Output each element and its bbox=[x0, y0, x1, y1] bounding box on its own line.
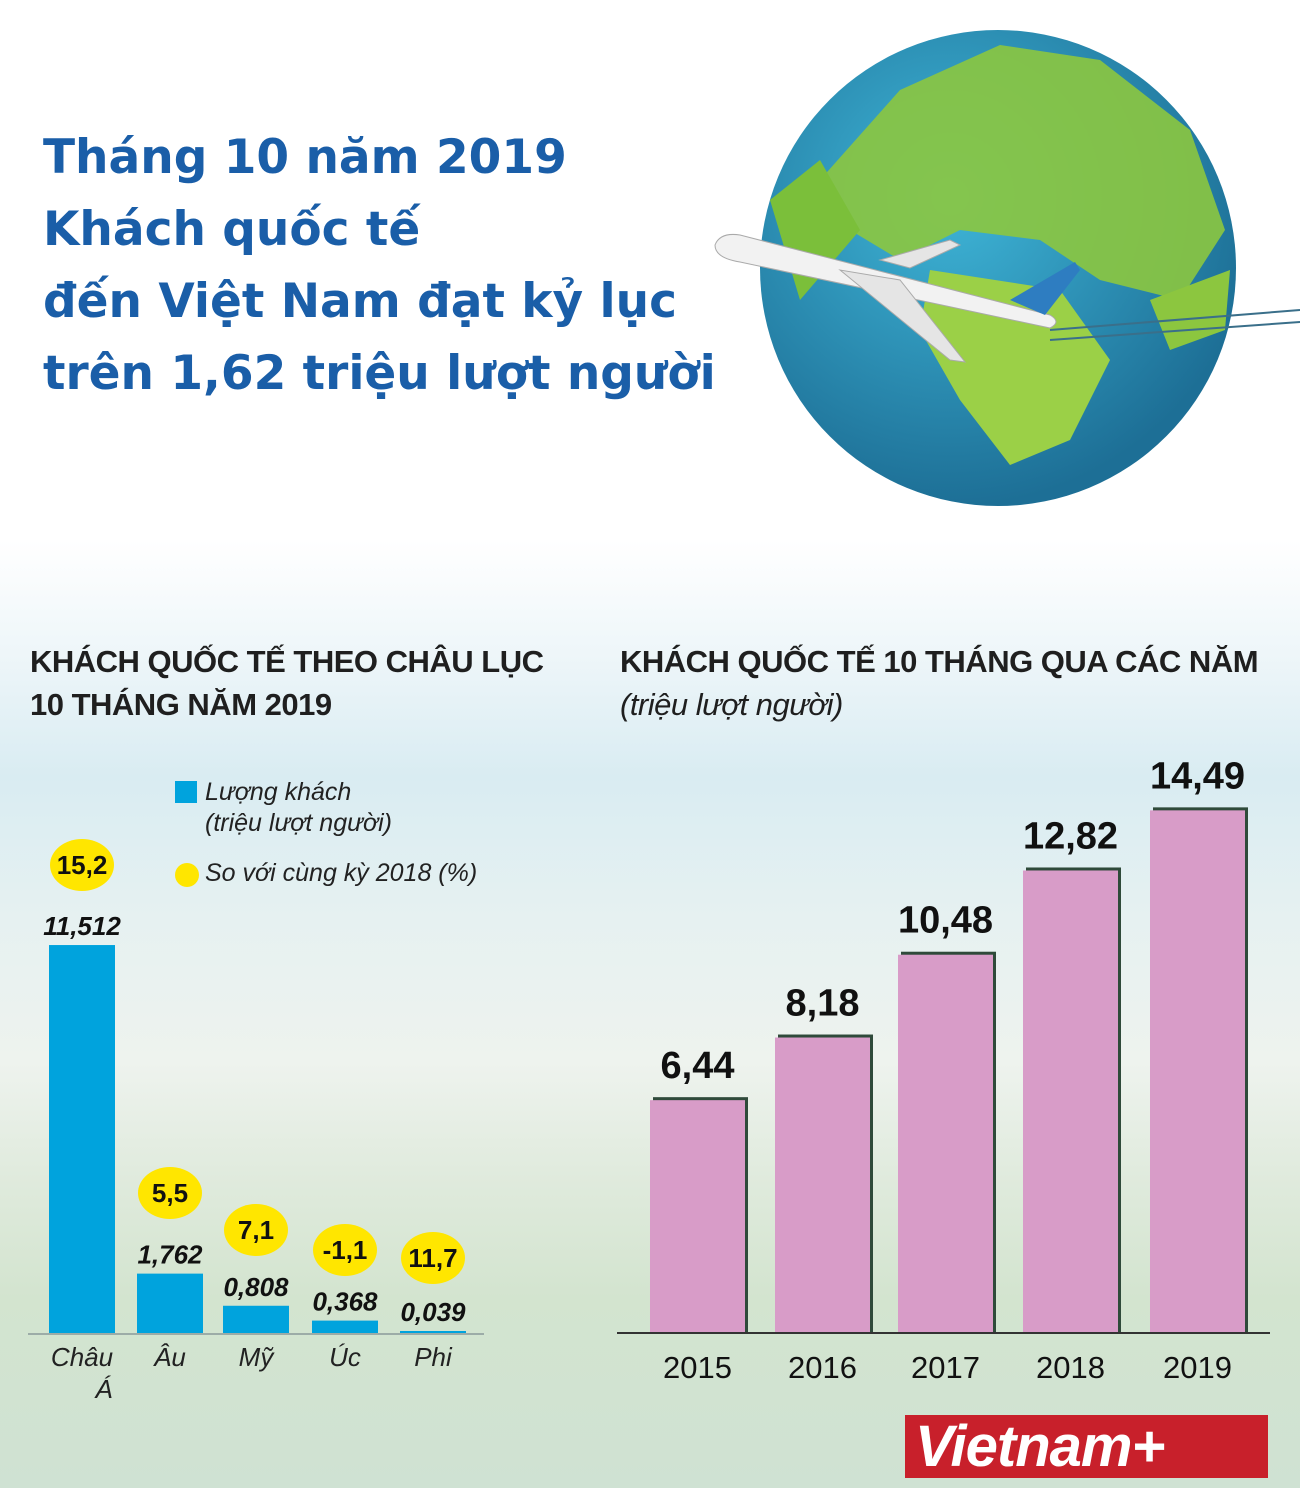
growth-badge bbox=[401, 1232, 465, 1284]
legend-swatch-bar bbox=[175, 781, 197, 803]
category-label: Châu bbox=[51, 1342, 113, 1372]
bar-0 bbox=[49, 945, 115, 1333]
growth-badge bbox=[313, 1224, 377, 1276]
bar-2 bbox=[223, 1305, 289, 1333]
left-chart-title: KHÁCH QUỐC TẾ THEO CHÂU LỤC 10 THÁNG NĂM… bbox=[30, 640, 544, 726]
bar-value-label: 12,82 bbox=[1023, 815, 1118, 857]
year-label: 2017 bbox=[911, 1350, 980, 1385]
growth-badge bbox=[224, 1204, 288, 1256]
growth-label: -1,1 bbox=[323, 1235, 368, 1265]
title-line: Tháng 10 năm 2019 bbox=[43, 130, 567, 185]
legend-line: (triệu lượt người) bbox=[205, 809, 392, 837]
year-label: 2015 bbox=[663, 1350, 732, 1385]
year-label: 2018 bbox=[1036, 1350, 1105, 1385]
left-chart-title-line: KHÁCH QUỐC TẾ THEO CHÂU LỤC bbox=[30, 644, 544, 679]
right-chart-title-line: KHÁCH QUỐC TẾ 10 THÁNG QUA CÁC NĂM bbox=[620, 644, 1259, 679]
vietnamplus-logo: Vietnam+ bbox=[905, 1415, 1268, 1478]
year-label: 2016 bbox=[788, 1350, 857, 1385]
right-chart-subtitle: (triệu lượt người) bbox=[620, 687, 843, 722]
page-title: Tháng 10 năm 2019 Khách quốc tế đến Việt… bbox=[43, 122, 716, 410]
growth-badge bbox=[138, 1167, 202, 1219]
category-label: Mỹ bbox=[239, 1342, 276, 1372]
growth-label: 7,1 bbox=[238, 1215, 274, 1245]
category-label: Âu bbox=[152, 1342, 186, 1372]
bar-value-label: 0,368 bbox=[312, 1287, 378, 1317]
bar-1 bbox=[137, 1273, 203, 1333]
legend-dot-label: So với cùng kỳ 2018 (%) bbox=[205, 859, 478, 887]
airplane-icon bbox=[714, 234, 1080, 363]
bar-value-label: 8,18 bbox=[786, 983, 860, 1025]
bar-value-label: 14,49 bbox=[1150, 755, 1245, 797]
bar-value-label: 1,762 bbox=[137, 1240, 203, 1270]
bar-3 bbox=[312, 1320, 378, 1333]
category-label: Phi bbox=[414, 1342, 453, 1372]
category-label: Úc bbox=[329, 1342, 361, 1372]
bar-value-label: 0,808 bbox=[223, 1272, 289, 1302]
growth-label: 15,2 bbox=[57, 850, 108, 880]
year-bar-2017 bbox=[898, 954, 993, 1332]
year-bar-2018 bbox=[1023, 870, 1118, 1332]
category-label: Á bbox=[93, 1374, 112, 1404]
growth-label: 5,5 bbox=[152, 1178, 188, 1208]
year-bar-2015 bbox=[650, 1100, 745, 1332]
bar-value-label: 6,44 bbox=[661, 1045, 735, 1087]
bar-4 bbox=[400, 1331, 466, 1333]
title-line: trên 1,62 triệu lượt người bbox=[43, 346, 716, 401]
bar-value-label: 11,512 bbox=[43, 911, 121, 941]
bar-value-label: 0,039 bbox=[400, 1297, 466, 1327]
title-line: Khách quốc tế bbox=[43, 202, 421, 257]
right-chart-title: KHÁCH QUỐC TẾ 10 THÁNG QUA CÁC NĂM (triệ… bbox=[620, 640, 1259, 726]
left-chart-title-line: 10 THÁNG NĂM 2019 bbox=[30, 687, 332, 722]
year-label: 2019 bbox=[1163, 1350, 1232, 1385]
legend-bar-label: Lượng khách (triệu lượt người) bbox=[205, 777, 392, 839]
legend-line: Lượng khách bbox=[205, 778, 352, 806]
year-bar-2019 bbox=[1150, 810, 1245, 1332]
globe-illustration bbox=[714, 30, 1300, 506]
legend-swatch-dot bbox=[175, 863, 199, 887]
year-bar-2016 bbox=[775, 1037, 870, 1332]
growth-badge bbox=[50, 839, 114, 891]
growth-label: 11,7 bbox=[408, 1243, 457, 1273]
title-line: đến Việt Nam đạt kỷ lục bbox=[43, 274, 677, 329]
bar-value-label: 10,48 bbox=[898, 900, 993, 942]
